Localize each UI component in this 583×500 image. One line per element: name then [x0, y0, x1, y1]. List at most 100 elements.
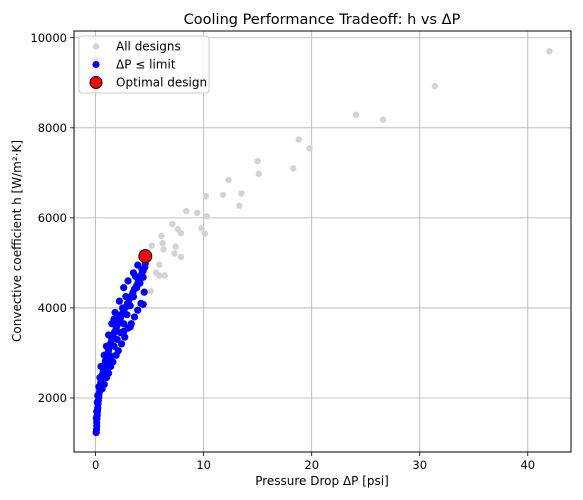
- within-limit-point: [126, 302, 134, 310]
- all-designs-point: [254, 157, 261, 165]
- grid-lines: [74, 31, 571, 452]
- within-limit-point: [136, 279, 144, 287]
- all-designs-point: [290, 165, 297, 172]
- axis-ticks: 0 10 20 30 40 2000 4000 6000 8000 10000: [30, 31, 535, 472]
- legend-label-within-limit: ΔP ≤ limit: [116, 58, 176, 72]
- all-designs-point: [193, 209, 201, 217]
- chart-title: Cooling Performance Tradeoff: h vs ΔP: [184, 12, 461, 28]
- y-tick-label: 10000: [30, 31, 67, 45]
- within-limit-point: [126, 323, 134, 331]
- y-tick-label: 4000: [38, 301, 67, 315]
- all-designs-point: [546, 48, 553, 55]
- within-limit-point: [97, 362, 105, 371]
- within-limit-point: [120, 320, 128, 328]
- legend-label-optimal-design: Optimal design: [116, 76, 207, 90]
- legend-marker-all-designs: [92, 43, 100, 50]
- y-axis-label: Convective coefficient h [W/m²·K]: [10, 140, 24, 342]
- legend-marker-within-limit: [92, 60, 100, 69]
- all-designs-point: [172, 243, 179, 250]
- within-limit-point: [93, 407, 101, 416]
- within-limit-point: [115, 297, 123, 305]
- x-tick-label: 0: [92, 458, 99, 472]
- within-limit-point: [139, 273, 147, 281]
- within-limit-point: [95, 383, 103, 391]
- all-designs-point: [159, 239, 166, 247]
- legend-marker-optimal-design: [89, 76, 103, 89]
- all-designs-point: [198, 225, 205, 232]
- within-limit-point: [124, 277, 132, 285]
- all-designs-point: [219, 191, 227, 199]
- within-limit-point: [122, 293, 130, 301]
- plot-frame: [73, 30, 572, 453]
- within-limit-point: [134, 306, 142, 314]
- within-limit-point: [113, 335, 121, 344]
- within-limit-point: [120, 327, 128, 335]
- all-designs-point: [183, 207, 190, 215]
- within-limit-point: [93, 398, 101, 407]
- all-designs-point: [306, 145, 313, 152]
- within-limit-point: [117, 340, 126, 348]
- legend-label-all-designs: All designs: [116, 40, 181, 54]
- all-designs-point: [431, 83, 439, 90]
- within-limit-point: [121, 333, 129, 341]
- x-tick-label: 30: [412, 458, 427, 472]
- within-limit-point: [113, 311, 121, 319]
- all-designs-point: [177, 253, 185, 261]
- series-all-designs: [147, 48, 553, 295]
- all-designs-point: [156, 272, 163, 279]
- all-designs-point: [156, 261, 163, 268]
- within-limit-point: [120, 284, 128, 292]
- within-limit-point: [134, 261, 142, 269]
- all-designs-point: [147, 288, 154, 295]
- optimal-design-point: [138, 249, 153, 264]
- series-optimal-design: [138, 249, 153, 264]
- all-designs-point: [238, 190, 245, 197]
- all-designs-point: [169, 220, 176, 228]
- all-designs-point: [295, 136, 302, 143]
- within-limit-point: [119, 304, 127, 312]
- within-limit-point: [131, 272, 140, 280]
- all-designs-point: [161, 272, 168, 279]
- within-limit-point: [99, 374, 107, 382]
- within-limit-point: [107, 356, 115, 364]
- within-limit-point: [102, 342, 111, 350]
- all-designs-point: [160, 246, 167, 253]
- all-designs-point: [171, 250, 178, 257]
- legend: All designs ΔP ≤ limit Optimal design: [78, 35, 210, 94]
- within-limit-point: [130, 313, 139, 321]
- all-designs-point: [379, 116, 387, 123]
- all-designs-point: [158, 232, 165, 240]
- within-limit-point: [138, 266, 146, 274]
- all-designs-point: [202, 193, 210, 200]
- x-tick-label: 10: [196, 458, 211, 472]
- all-designs-point: [255, 170, 262, 177]
- y-tick-label: 6000: [38, 211, 67, 225]
- within-limit-point: [114, 347, 122, 355]
- within-limit-point: [140, 288, 148, 296]
- all-designs-point: [352, 111, 360, 118]
- within-limit-point: [123, 311, 131, 319]
- within-limit-point: [104, 331, 113, 339]
- x-tick-label: 40: [520, 458, 535, 472]
- within-limit-point: [129, 293, 138, 301]
- within-limit-point: [92, 414, 100, 422]
- all-designs-point: [225, 176, 232, 184]
- x-tick-label: 20: [304, 458, 319, 472]
- within-limit-point: [110, 342, 118, 350]
- within-limit-point: [139, 300, 147, 308]
- within-limit-point: [100, 351, 108, 359]
- y-tick-label: 8000: [38, 121, 67, 135]
- series-within-limit: [92, 260, 149, 437]
- within-limit-point: [100, 380, 108, 389]
- all-designs-point: [201, 230, 208, 237]
- data-points: [92, 48, 553, 437]
- all-designs-point: [203, 212, 211, 220]
- legend-box: [78, 35, 210, 94]
- y-tick-label: 2000: [38, 391, 67, 405]
- x-axis-label: Pressure Drop ΔP [psi]: [255, 474, 389, 488]
- within-limit-point: [94, 392, 102, 400]
- all-designs-point: [177, 229, 185, 237]
- all-designs-point: [236, 202, 243, 209]
- all-designs-point: [148, 242, 155, 249]
